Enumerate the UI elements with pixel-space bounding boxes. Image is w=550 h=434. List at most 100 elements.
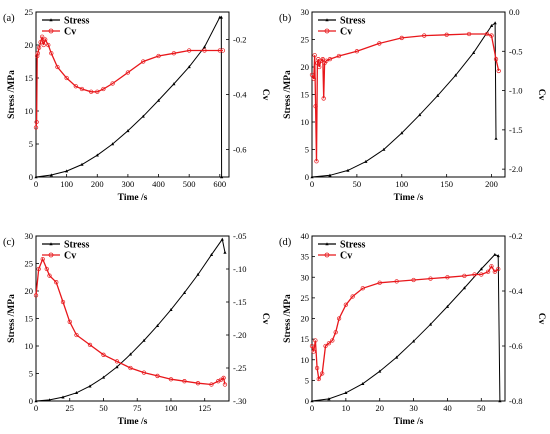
y-left-tick-label: 0 — [305, 396, 309, 406]
data-point-cv — [38, 40, 43, 45]
legend-entry-cv: Cv — [318, 251, 352, 262]
data-point-cv — [101, 352, 106, 357]
data-point-stress — [445, 304, 450, 308]
data-point-cv — [221, 375, 226, 381]
data-point-stress — [395, 355, 399, 359]
y-left-tick-label: 5 — [305, 145, 309, 155]
legend-marker — [48, 28, 54, 34]
data-point-cv — [171, 51, 177, 56]
series-line-cv — [311, 265, 499, 381]
panel-label: (d) — [279, 237, 292, 248]
data-point-cv — [220, 48, 226, 53]
data-point-stress — [428, 322, 433, 326]
data-point-cv — [101, 86, 106, 92]
data-point-stress — [115, 365, 119, 369]
data-point-stress — [61, 395, 65, 399]
data-point-stress — [436, 93, 440, 97]
x-tick-label: 0 — [310, 403, 314, 413]
data-point-cv — [350, 294, 355, 299]
legend-label: Cv — [64, 251, 76, 262]
legend-entry-cv: Cv — [42, 251, 76, 262]
data-point-stress — [361, 381, 365, 385]
data-point-cv — [336, 316, 342, 321]
x-tick-label: 200 — [485, 179, 498, 189]
data-point-stress — [496, 254, 500, 258]
y-left-tick-label: 5 — [29, 139, 33, 149]
y-left-axis-title: Stress /MPa — [283, 294, 293, 343]
x-tick-label: 0 — [34, 403, 38, 413]
data-point-cv — [36, 45, 42, 50]
y-left-tick-label: 35 — [301, 252, 310, 262]
y-left-tick-label: 0 — [305, 172, 309, 182]
data-point-cv — [377, 41, 382, 46]
data-point-cv — [445, 275, 450, 280]
data-point-cv — [54, 280, 59, 285]
data-point-stress — [400, 131, 404, 135]
data-point-cv — [321, 96, 326, 101]
data-point-stress — [169, 308, 173, 311]
data-point-stress — [378, 369, 382, 373]
data-point-stress — [220, 237, 224, 241]
data-point-cv — [202, 48, 207, 53]
legend-marker — [324, 252, 330, 258]
data-point-cv — [60, 299, 66, 305]
data-point-cv — [411, 277, 416, 283]
series-cv — [33, 34, 226, 130]
legend-label: Cv — [64, 27, 76, 38]
data-point-cv — [55, 64, 60, 70]
y-left-tick-label: 10 — [25, 341, 34, 351]
data-point-cv — [313, 338, 318, 343]
data-point-cv — [314, 159, 319, 164]
legend-marker — [325, 242, 329, 246]
x-tick-label: 600 — [213, 179, 226, 189]
panel-label: (b) — [279, 13, 292, 24]
x-tick-label: 50 — [99, 403, 108, 413]
series-line-stress — [311, 254, 501, 402]
y-left-tick-label: 25 — [301, 293, 310, 303]
y-left-tick-label: 20 — [301, 314, 310, 324]
data-point-cv — [187, 48, 192, 53]
data-point-cv — [41, 42, 46, 48]
data-point-cv — [156, 53, 161, 59]
y-right-tick-label: -0.4 — [233, 90, 247, 100]
data-point-stress — [344, 391, 348, 395]
x-tick-label: 50 — [353, 179, 362, 189]
data-point-cv — [323, 343, 328, 349]
data-point-stress — [142, 338, 146, 342]
legend-marker — [49, 18, 53, 22]
y-right-tick-label: -0.4 — [509, 286, 523, 296]
y-left-tick-label: 0 — [29, 396, 33, 406]
data-point-stress — [88, 384, 92, 388]
y-left-tick-label: 30 — [301, 7, 310, 17]
series-stress — [34, 15, 224, 179]
data-point-cv — [484, 31, 490, 37]
series-line-cv — [311, 33, 500, 162]
data-point-stress — [454, 73, 458, 77]
x-axis-title: Time /s — [118, 417, 148, 427]
data-point-cv — [309, 343, 315, 349]
data-point-stress — [494, 136, 498, 140]
data-point-stress — [462, 286, 466, 290]
x-axis-title: Time /s — [394, 417, 424, 427]
data-point-cv — [330, 338, 335, 343]
data-point-cv — [40, 256, 45, 262]
x-tick-label: 30 — [409, 403, 418, 413]
data-point-stress — [411, 339, 416, 343]
x-tick-label: 500 — [183, 179, 196, 189]
data-point-cv — [125, 70, 131, 75]
data-point-cv — [47, 273, 52, 278]
data-point-cv — [88, 89, 94, 94]
data-point-cv — [485, 269, 491, 274]
y-left-axis-title: Stress /MPa — [283, 70, 293, 119]
legend-marker — [48, 252, 54, 258]
data-point-stress — [65, 169, 69, 173]
x-tick-label: 300 — [122, 179, 135, 189]
y-left-tick-label: 5 — [305, 375, 309, 385]
y-left-tick-label: 0 — [29, 172, 33, 182]
y-left-tick-label: 15 — [301, 90, 310, 100]
data-point-cv — [43, 37, 48, 42]
data-point-cv — [141, 370, 147, 375]
y-right-tick-label: -0.6 — [509, 341, 522, 351]
data-point-stress — [471, 51, 476, 54]
data-point-cv — [320, 371, 325, 376]
